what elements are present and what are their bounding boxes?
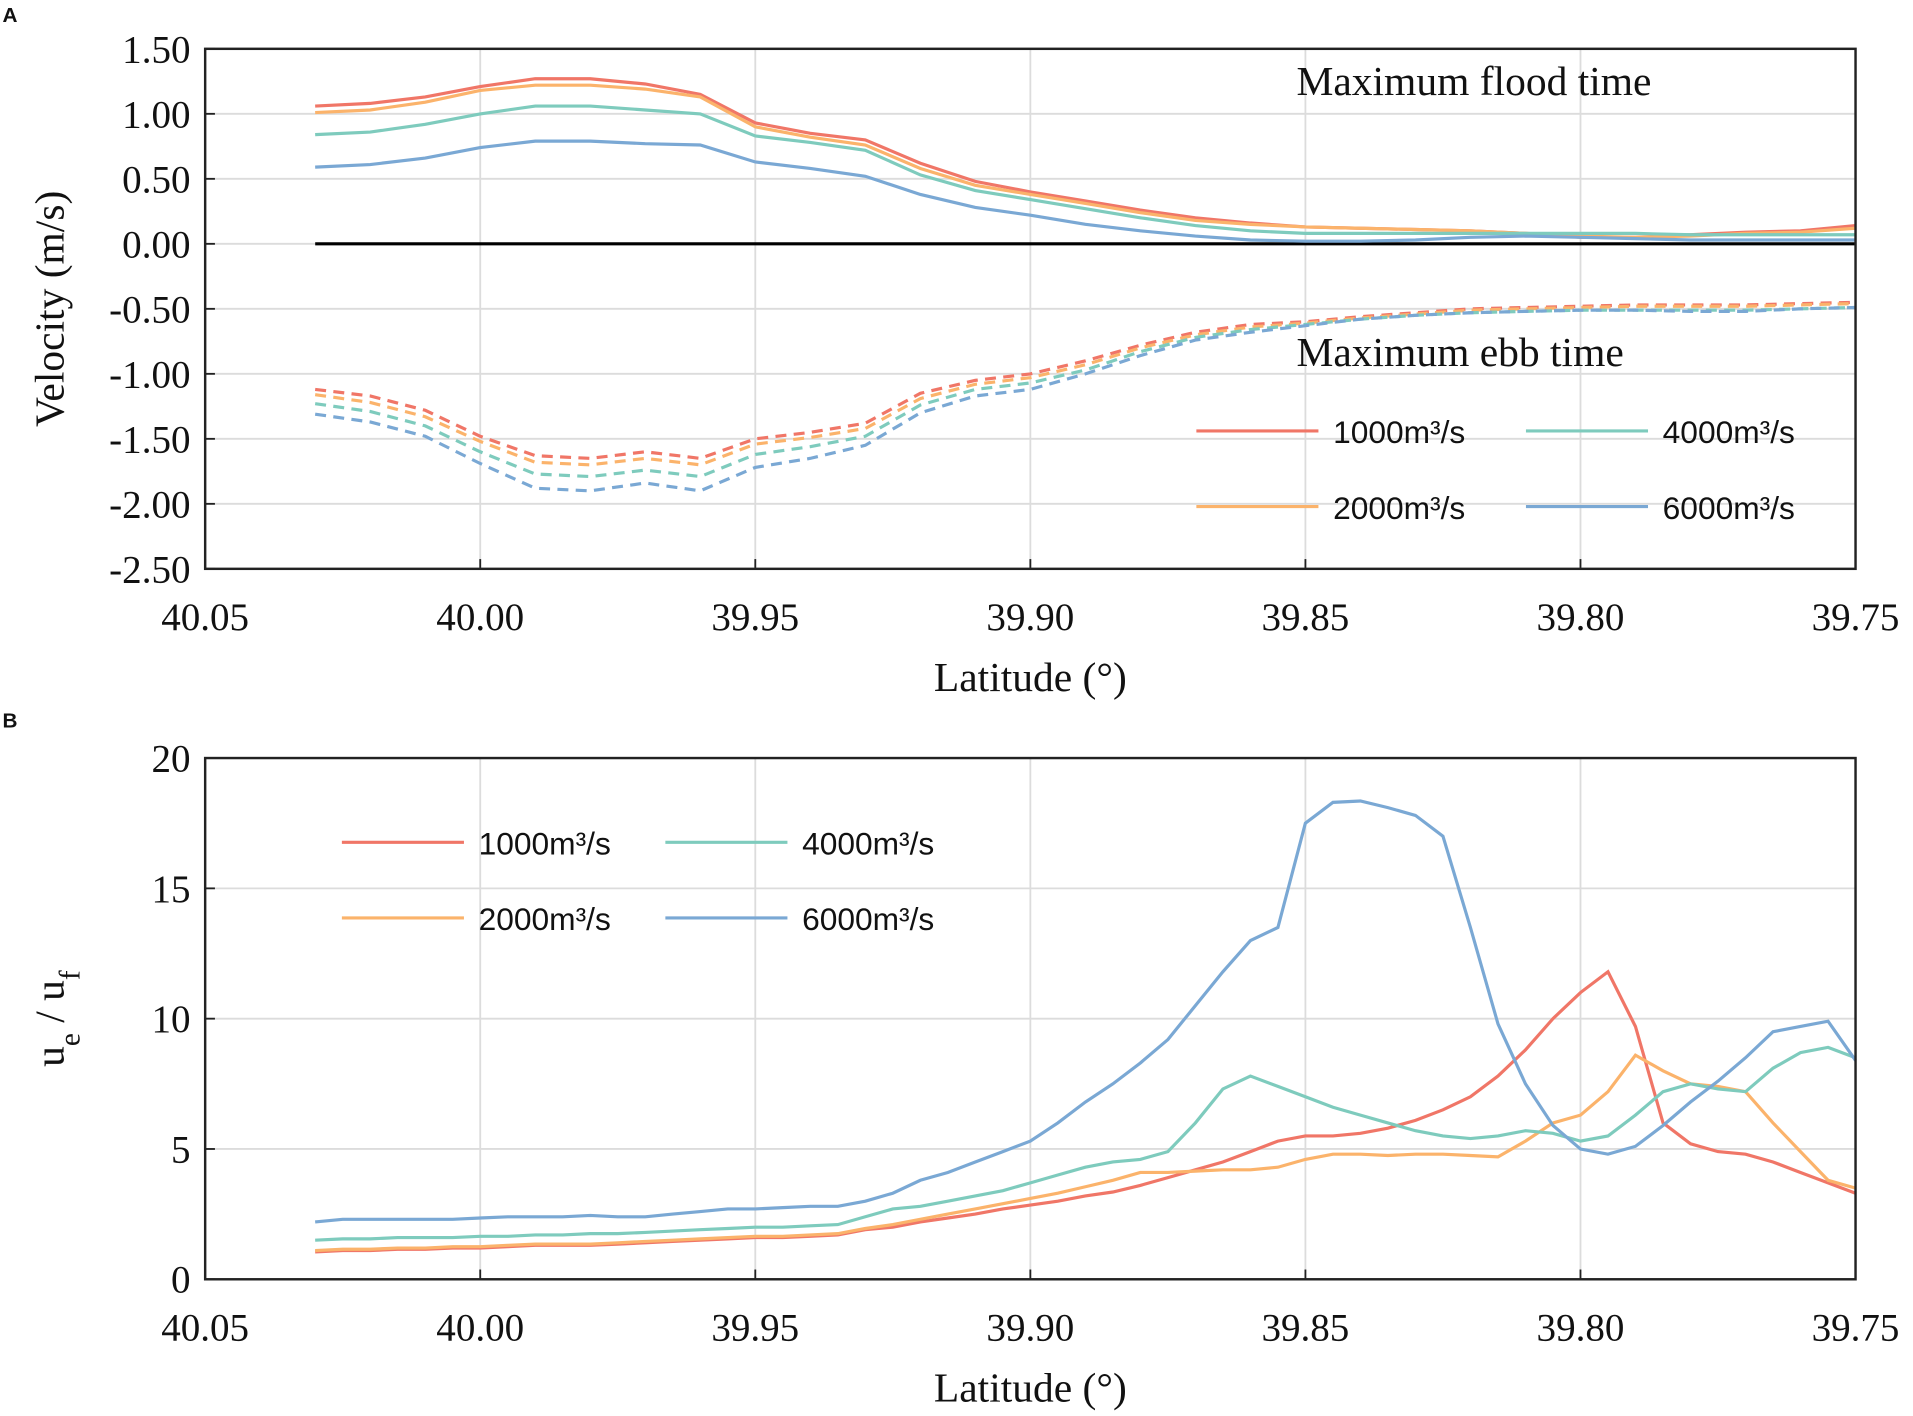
ebb-line bbox=[314, 305, 1856, 493]
y-tick-label: 10 bbox=[151, 998, 190, 1041]
y-tick-label: 15 bbox=[151, 868, 190, 911]
x-tick-label: 39.80 bbox=[1537, 1306, 1625, 1349]
legend-label: 1000m³/s bbox=[1333, 414, 1465, 450]
y-axis-label-part: u bbox=[27, 1046, 73, 1067]
y-tick-label: 1.00 bbox=[122, 93, 190, 136]
legend-label: 4000m³/s bbox=[802, 825, 934, 861]
panel-label: B bbox=[3, 710, 18, 733]
y-tick-label: 0 bbox=[171, 1259, 191, 1302]
y-tick-label: -2.00 bbox=[109, 483, 190, 526]
y-tick-label: -1.50 bbox=[109, 418, 190, 461]
series-line bbox=[315, 1045, 1857, 1242]
panel-label: A bbox=[3, 4, 18, 27]
x-tick-label: 39.75 bbox=[1812, 596, 1900, 639]
x-tick-label: 40.05 bbox=[161, 596, 249, 639]
y-tick-label: -2.50 bbox=[109, 548, 190, 591]
ebb-line bbox=[314, 305, 1856, 479]
x-tick-label: 40.00 bbox=[436, 596, 524, 639]
legend-label: 6000m³/s bbox=[1663, 490, 1795, 526]
plot-frame bbox=[203, 47, 1857, 571]
annotation: Maximum ebb time bbox=[1296, 329, 1623, 375]
legend-label: 4000m³/s bbox=[1663, 414, 1795, 450]
ebb-line bbox=[314, 300, 1856, 460]
series-line bbox=[315, 799, 1857, 1224]
y-axis-label-part: f bbox=[55, 970, 87, 980]
y-axis-label: Velocity (m/s) bbox=[27, 191, 74, 427]
y-axis-label: ue / uf bbox=[27, 970, 87, 1067]
y-tick-label: 0.00 bbox=[122, 223, 190, 266]
y-tick-label: 0.50 bbox=[122, 158, 190, 201]
series-line bbox=[315, 83, 1856, 239]
plot-frame bbox=[203, 756, 1857, 1281]
x-tick-label: 40.00 bbox=[436, 1306, 524, 1349]
x-axis-label: Latitude (°) bbox=[934, 1364, 1127, 1411]
x-tick-label: 39.90 bbox=[986, 596, 1074, 639]
ebb-line bbox=[314, 301, 1856, 467]
series-line bbox=[315, 969, 1857, 1254]
x-tick-label: 39.95 bbox=[711, 596, 799, 639]
y-tick-label: 1.50 bbox=[122, 28, 190, 71]
series-line bbox=[315, 104, 1856, 237]
x-tick-label: 39.75 bbox=[1812, 1306, 1900, 1349]
y-axis-label-part: / u bbox=[27, 980, 73, 1033]
x-tick-label: 39.85 bbox=[1261, 596, 1349, 639]
legend-label: 6000m³/s bbox=[802, 901, 934, 937]
series-line bbox=[315, 1053, 1856, 1253]
x-tick-label: 39.80 bbox=[1537, 596, 1625, 639]
y-axis-label-part: e bbox=[55, 1033, 87, 1046]
x-tick-label: 39.85 bbox=[1261, 1306, 1349, 1349]
x-axis-label: Latitude (°) bbox=[934, 654, 1127, 701]
y-tick-label: -0.50 bbox=[109, 288, 190, 331]
y-tick-label: 5 bbox=[171, 1128, 191, 1171]
legend-label: 1000m³/s bbox=[479, 825, 611, 861]
x-tick-label: 39.90 bbox=[986, 1306, 1074, 1349]
annotation: Maximum flood time bbox=[1296, 58, 1651, 104]
legend-label: 2000m³/s bbox=[1333, 490, 1465, 526]
x-tick-label: 40.05 bbox=[161, 1306, 249, 1349]
y-tick-label: 20 bbox=[151, 737, 190, 780]
legend-label: 2000m³/s bbox=[479, 901, 611, 937]
y-tick-label: -1.00 bbox=[109, 353, 190, 396]
series-line bbox=[315, 139, 1856, 243]
x-tick-label: 39.95 bbox=[711, 1306, 799, 1349]
